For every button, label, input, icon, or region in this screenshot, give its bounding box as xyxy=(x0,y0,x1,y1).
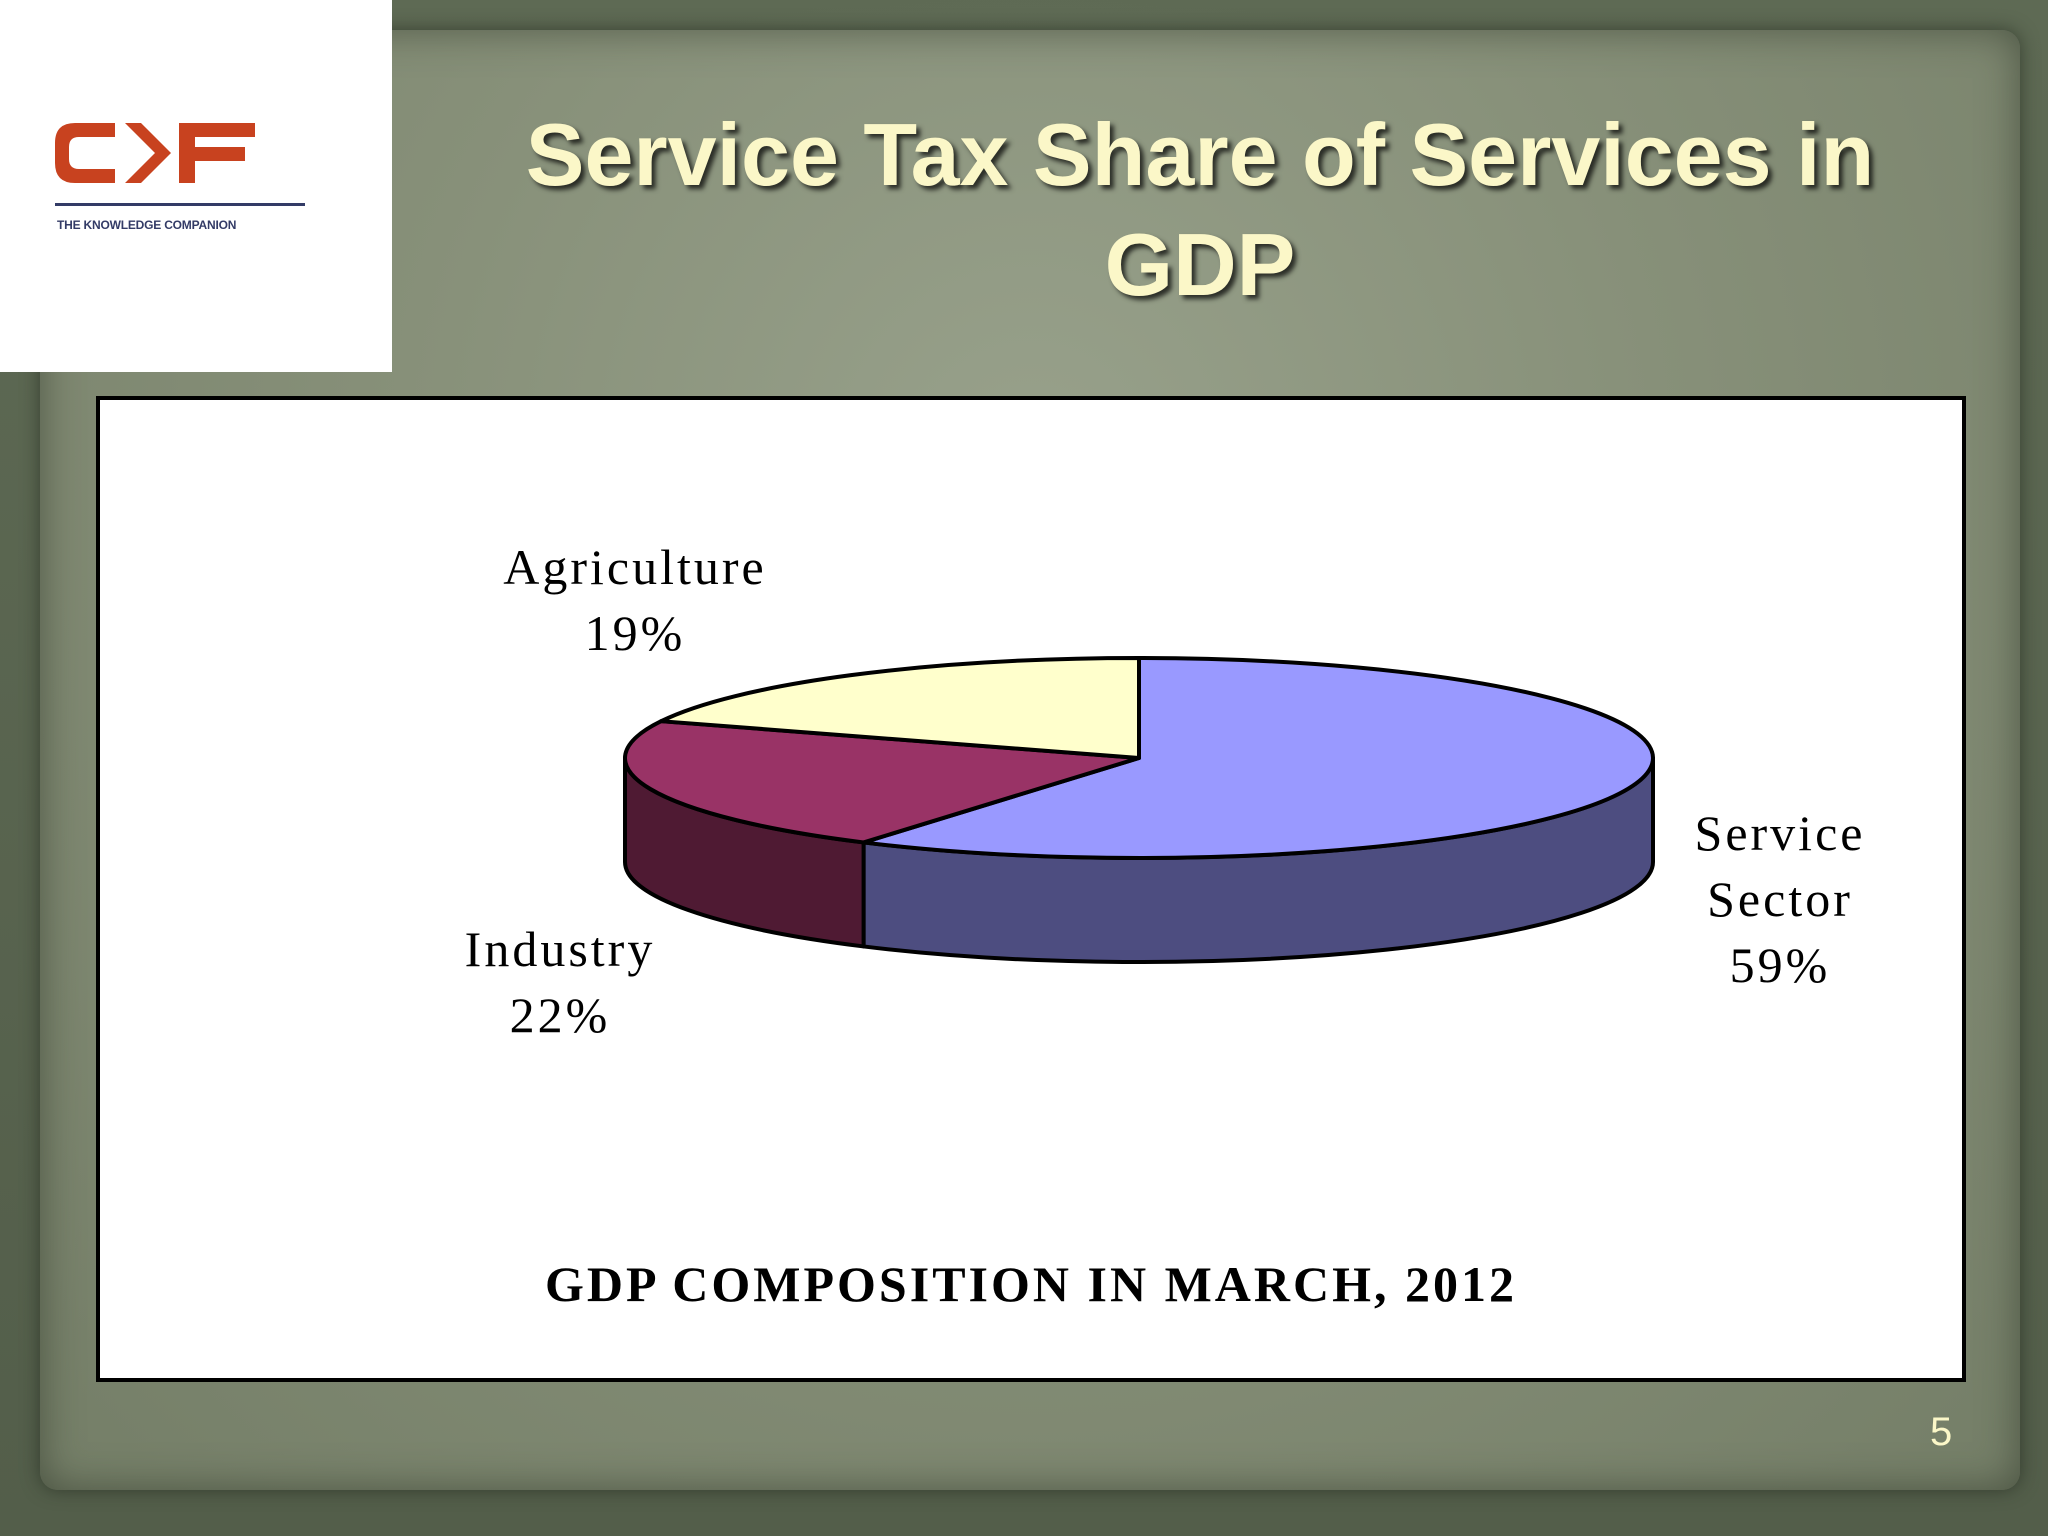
slice-label-industry-value: 22% xyxy=(509,987,611,1043)
pie-chart xyxy=(623,656,1655,964)
logo-box: THE KNOWLEDGE COMPANION xyxy=(0,0,392,372)
slide-title-line-2: GDP xyxy=(1104,215,1296,314)
slide-title-line-1: Service Tax Share of Services in xyxy=(525,105,1875,204)
pie-slice-service xyxy=(861,656,1655,860)
slice-label-agriculture: Agriculture 19% xyxy=(470,534,800,666)
slice-label-service-value: 59% xyxy=(1729,937,1831,993)
slide-title: Service Tax Share of Services in GDP xyxy=(440,100,1960,320)
slice-label-service-name-1: Service xyxy=(1694,805,1866,861)
ckf-logo xyxy=(55,123,305,206)
pie-slice-industry xyxy=(623,719,1141,845)
pie-slice-agriculture xyxy=(659,656,1141,760)
chart-title: GDP COMPOSITION IN MARCH, 2012 xyxy=(545,1256,1517,1312)
logo-tagline: THE KNOWLEDGE COMPANION xyxy=(57,218,237,232)
slice-label-service: Service Sector 59% xyxy=(1660,800,1900,998)
slice-label-industry: Industry 22% xyxy=(430,916,690,1048)
slice-label-industry-name: Industry xyxy=(464,921,656,977)
slice-label-agriculture-name: Agriculture xyxy=(503,539,767,595)
page-number: 5 xyxy=(1930,1410,1953,1454)
chart-box: Service Sector 59% Industry 22% Agricult… xyxy=(96,396,1966,1382)
slice-label-agriculture-value: 19% xyxy=(584,605,686,661)
slice-label-service-name-2: Sector xyxy=(1707,871,1853,927)
